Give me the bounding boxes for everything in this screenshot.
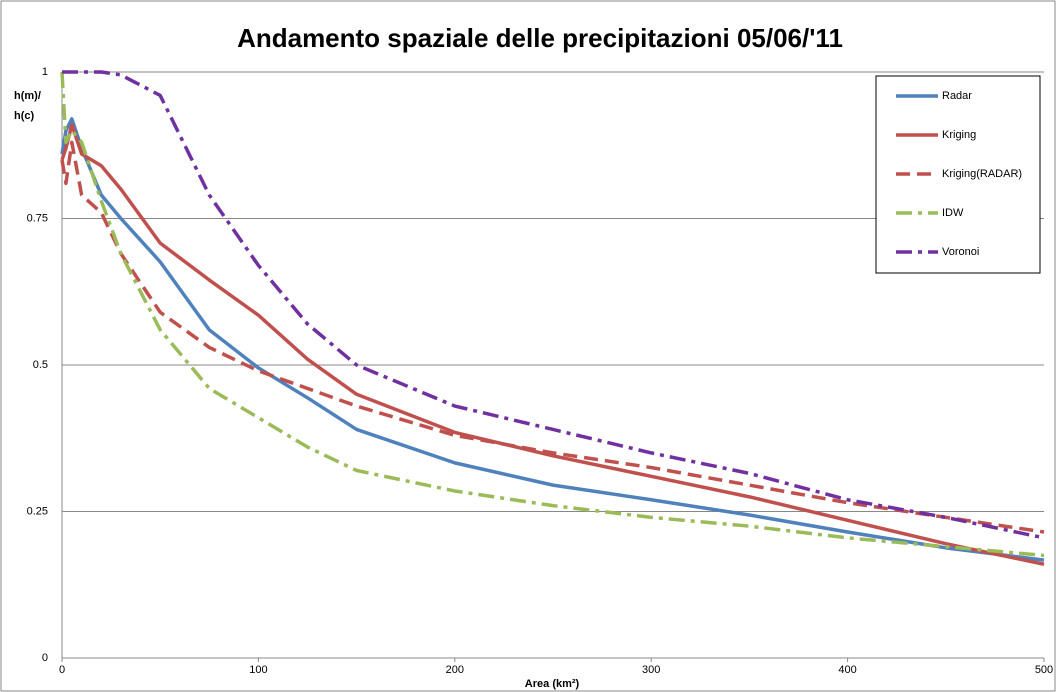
x-tick-label: 400: [838, 664, 856, 676]
x-tick-label: 200: [446, 664, 464, 676]
legend-label: Kriging(RADAR): [942, 168, 1022, 180]
x-tick-label: 100: [249, 664, 267, 676]
x-tick-label: 0: [59, 664, 65, 676]
legend-label: Kriging: [942, 129, 976, 141]
series-line: [60, 117, 1045, 562]
y-tick-label: 0.75: [27, 212, 48, 224]
y-tick-label: 1: [42, 66, 48, 78]
chart-title: Andamento spaziale delle precipitazioni …: [237, 23, 843, 53]
x-axis-label: Area (km²): [525, 678, 580, 690]
series-line: [60, 71, 1045, 558]
y-axis-label: h(m)/ h(c): [14, 90, 41, 122]
legend-label: IDW: [942, 207, 964, 219]
legend-label: Voronoi: [942, 246, 979, 258]
x-tick-label: 300: [642, 664, 660, 676]
legend: Radar Kriging Kriging(RADAR) IDW Voronoi: [875, 75, 1041, 274]
y-tick-label: 0.5: [33, 359, 48, 371]
legend-label: Radar: [942, 90, 972, 102]
y-tick-label: 0: [42, 652, 48, 664]
series-line: [62, 70, 1045, 540]
x-tick-label: 500: [1035, 664, 1053, 676]
series-line: [60, 122, 1045, 566]
y-tick-label: 0.25: [27, 505, 48, 517]
series-line: [60, 140, 1045, 534]
